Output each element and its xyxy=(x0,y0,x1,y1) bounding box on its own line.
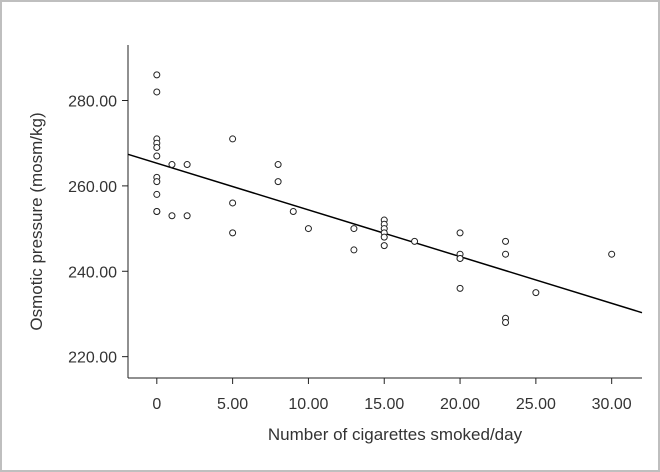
data-point xyxy=(502,319,510,326)
data-point xyxy=(380,242,388,250)
data-point xyxy=(168,212,176,220)
data-point xyxy=(456,284,464,292)
data-point xyxy=(456,254,464,262)
data-point xyxy=(274,161,282,169)
x-axis-title: Number of cigarettes smoked/day xyxy=(268,425,523,444)
y-axis-title: Osmotic pressure (mosm/kg) xyxy=(27,112,46,330)
data-point xyxy=(456,229,464,237)
x-tick-label: 25.00 xyxy=(516,396,556,413)
data-point xyxy=(350,225,358,233)
data-point xyxy=(502,250,510,258)
axes: 0 5.00 10.00 15.00 20.00 25.00 30.00 220.00 240.… xyxy=(68,45,642,413)
x-tick-label: 20.00 xyxy=(440,396,480,413)
x-tick-label: 30.00 xyxy=(592,396,632,413)
x-tick-label: 0 xyxy=(152,396,161,413)
data-point xyxy=(229,135,237,143)
x-tick-label: 10.00 xyxy=(288,396,328,413)
data-point xyxy=(502,237,510,245)
y-tick-label: 260.00 xyxy=(68,179,117,196)
data-point xyxy=(304,225,312,233)
data-point xyxy=(153,143,161,151)
data-point xyxy=(608,250,616,258)
data-point xyxy=(532,289,540,297)
y-tick-label: 240.00 xyxy=(68,264,117,281)
data-point xyxy=(153,71,161,79)
data-point xyxy=(183,161,191,169)
data-point xyxy=(168,161,176,169)
data-point xyxy=(229,229,237,237)
data-point xyxy=(153,88,161,96)
data-point xyxy=(289,208,297,215)
data-point xyxy=(274,178,282,186)
data-point xyxy=(183,212,191,220)
x-tick-label: 5.00 xyxy=(217,396,248,413)
y-tick-label: 220.00 xyxy=(68,350,117,367)
data-point xyxy=(350,246,358,254)
data-point xyxy=(153,152,161,160)
data-point xyxy=(153,190,161,198)
x-tick-label: 15.00 xyxy=(364,396,404,413)
data-points xyxy=(153,71,616,326)
data-point xyxy=(153,208,161,215)
data-point xyxy=(411,237,419,245)
data-point xyxy=(380,233,388,241)
y-tick-label: 280.00 xyxy=(68,94,117,111)
data-point xyxy=(153,178,161,186)
data-point xyxy=(229,199,237,207)
